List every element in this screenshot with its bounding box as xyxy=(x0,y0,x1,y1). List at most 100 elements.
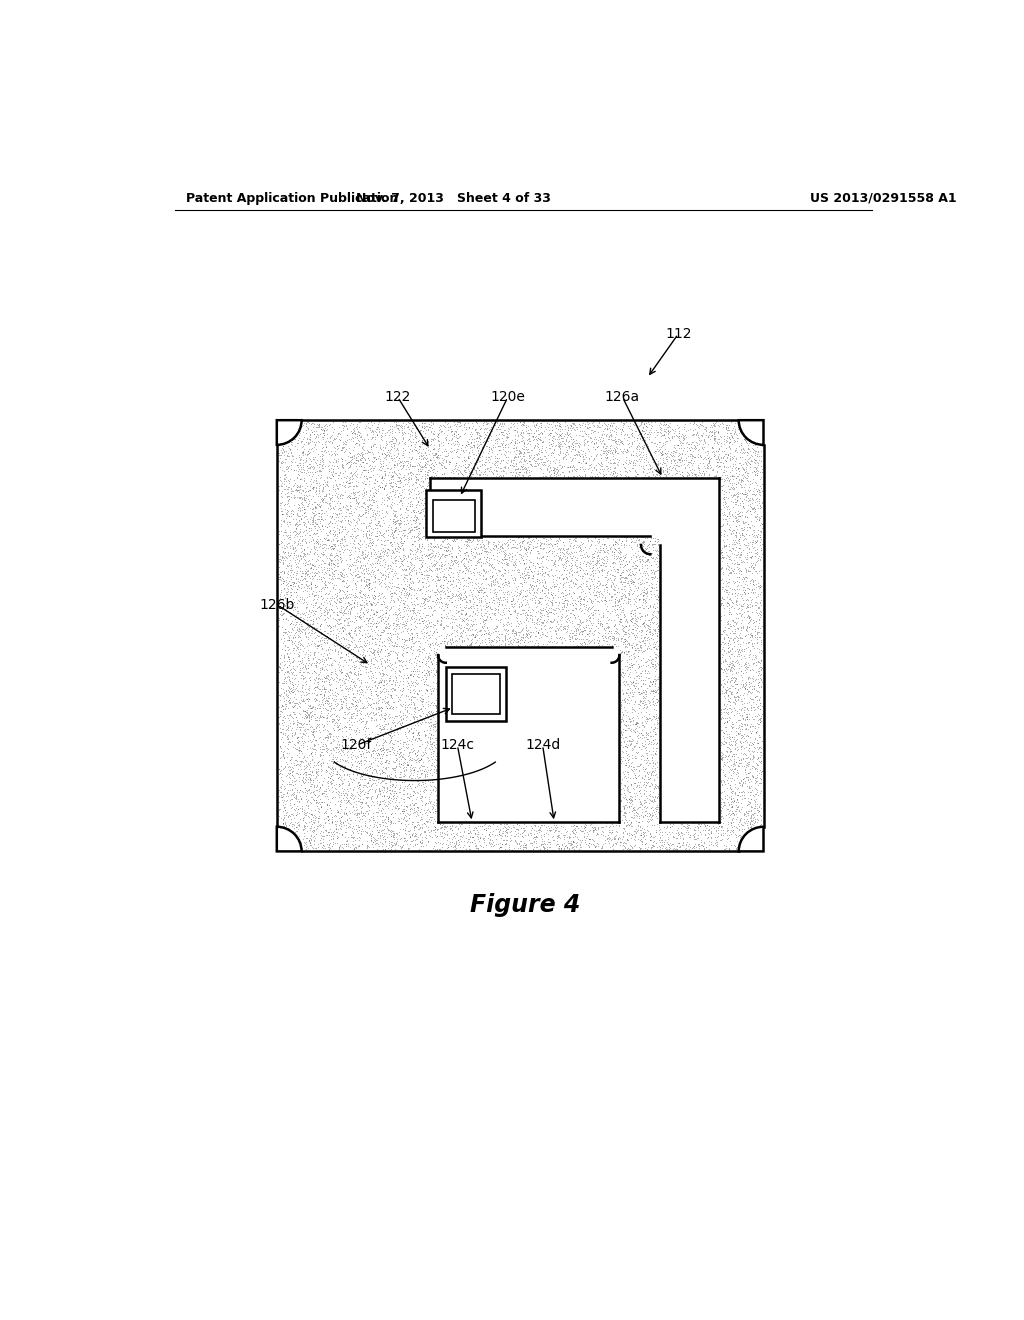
Point xyxy=(300,653,316,675)
Point xyxy=(466,626,482,647)
Point xyxy=(282,830,298,851)
Point xyxy=(484,437,501,458)
Point xyxy=(716,433,732,454)
Point xyxy=(433,441,450,462)
Point xyxy=(368,585,384,606)
Point xyxy=(384,634,400,655)
Point xyxy=(345,760,361,781)
Point xyxy=(396,524,413,545)
Point xyxy=(364,706,380,727)
Point xyxy=(315,537,332,558)
Point xyxy=(365,420,381,441)
Point xyxy=(347,590,364,611)
Point xyxy=(294,602,310,623)
Point xyxy=(330,465,346,486)
Point xyxy=(331,734,347,755)
Point xyxy=(426,536,442,557)
Point xyxy=(280,579,296,601)
Point xyxy=(598,442,614,463)
Point xyxy=(433,454,450,475)
Point xyxy=(330,719,346,741)
Point xyxy=(336,834,352,855)
Point xyxy=(387,602,403,623)
Point xyxy=(530,417,547,438)
Point xyxy=(724,791,740,812)
Point xyxy=(548,597,564,618)
Point xyxy=(303,469,319,490)
Point xyxy=(308,789,325,810)
Point xyxy=(353,801,370,822)
Point xyxy=(273,718,290,739)
Point xyxy=(597,440,613,461)
Point xyxy=(626,738,642,759)
Point xyxy=(388,750,404,771)
Point xyxy=(323,457,339,478)
Point xyxy=(510,628,526,649)
Point xyxy=(333,813,349,834)
Point xyxy=(392,742,409,763)
Point xyxy=(379,539,395,560)
Point xyxy=(487,569,504,590)
Point xyxy=(515,821,531,842)
Point xyxy=(723,424,739,445)
Point xyxy=(407,711,423,733)
Point xyxy=(753,496,769,517)
Point xyxy=(636,581,652,602)
Point xyxy=(289,744,305,766)
Point xyxy=(594,821,610,842)
Point xyxy=(344,447,360,469)
Point xyxy=(384,737,400,758)
Point xyxy=(427,729,443,750)
Point xyxy=(376,678,392,700)
Point xyxy=(313,535,330,556)
Point xyxy=(633,622,649,643)
Point xyxy=(412,541,428,562)
Point xyxy=(733,552,750,573)
Point xyxy=(713,748,729,770)
Point xyxy=(312,593,329,614)
Point xyxy=(749,440,765,461)
Point xyxy=(425,659,441,680)
Point xyxy=(319,690,336,711)
Point xyxy=(423,429,439,450)
Point xyxy=(382,771,398,792)
Point xyxy=(329,634,345,655)
Point xyxy=(513,620,529,642)
Point xyxy=(346,708,362,729)
Point xyxy=(738,451,755,473)
Point xyxy=(748,458,764,479)
Point xyxy=(393,649,410,671)
Point xyxy=(487,454,504,475)
Point xyxy=(342,813,358,834)
Point xyxy=(552,425,568,446)
Point xyxy=(383,569,399,590)
Point xyxy=(385,659,401,680)
Point xyxy=(750,616,766,638)
Point xyxy=(396,450,413,471)
Point xyxy=(648,639,665,660)
Point xyxy=(640,436,656,457)
Point xyxy=(272,777,289,799)
Point xyxy=(458,618,474,639)
Point xyxy=(429,693,445,714)
Point xyxy=(360,731,377,752)
Point xyxy=(410,453,426,474)
Point xyxy=(294,690,310,711)
Point xyxy=(419,800,435,821)
Point xyxy=(348,818,365,840)
Point xyxy=(311,595,328,616)
Point xyxy=(419,453,435,474)
Point xyxy=(338,432,354,453)
Point xyxy=(414,572,430,593)
Point xyxy=(553,837,569,858)
Point xyxy=(429,560,445,581)
Point xyxy=(412,536,428,557)
Point xyxy=(599,572,615,593)
Point xyxy=(312,628,329,649)
Point xyxy=(290,837,306,858)
Point xyxy=(287,598,303,619)
Point xyxy=(507,622,523,643)
Point xyxy=(444,591,461,612)
Point xyxy=(724,809,740,830)
Point xyxy=(401,577,418,598)
